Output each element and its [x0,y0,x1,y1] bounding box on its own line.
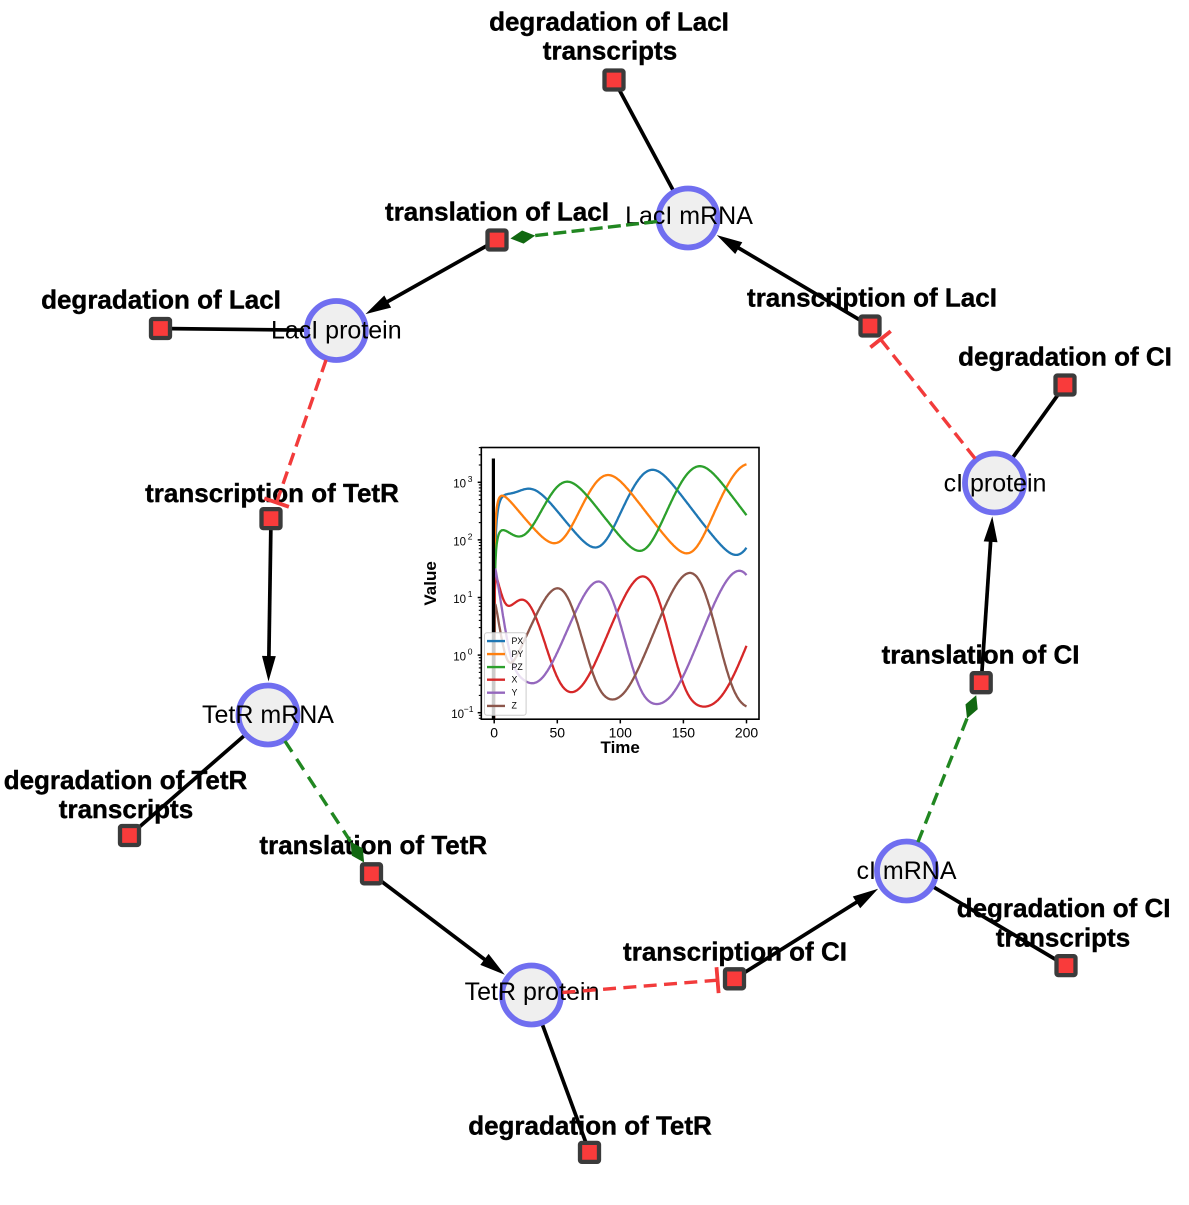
svg-text:transcription of CI: transcription of CI [623,937,847,967]
svg-text:X: X [512,675,518,685]
svg-text:transcripts: transcripts [996,923,1130,953]
svg-text:degradation of TetR: degradation of TetR [468,1110,712,1140]
svg-text:Time: Time [601,738,640,757]
svg-text:LacI protein: LacI protein [271,317,402,345]
svg-text:10: 10 [453,479,466,491]
svg-text:50: 50 [550,725,566,741]
svg-text:200: 200 [735,725,759,741]
svg-text:transcripts: transcripts [59,794,193,824]
svg-text:translation of TetR: translation of TetR [259,830,487,860]
svg-text:degradation of LacI: degradation of LacI [489,6,729,36]
svg-text:Z: Z [512,701,518,711]
svg-text:1: 1 [468,589,473,599]
svg-text:TetR mRNA: TetR mRNA [202,701,334,729]
svg-text:degradation of CI: degradation of CI [958,341,1172,371]
svg-text:translation of LacI: translation of LacI [385,197,609,227]
svg-text:100: 100 [609,725,633,741]
svg-text:10: 10 [453,536,466,548]
svg-text:PY: PY [512,649,524,659]
svg-text:degradation of TetR: degradation of TetR [4,765,248,795]
svg-text:cI mRNA: cI mRNA [857,857,957,885]
svg-text:transcription of LacI: transcription of LacI [747,283,997,313]
svg-text:Value: Value [421,561,440,605]
svg-text:3: 3 [468,474,473,484]
svg-text:10: 10 [451,709,464,721]
svg-text:degradation of CI: degradation of CI [957,893,1171,923]
svg-text:150: 150 [672,725,696,741]
svg-text:transcripts: transcripts [543,35,677,65]
svg-text:TetR protein: TetR protein [465,978,600,1006]
svg-text:PX: PX [512,636,524,646]
svg-text:−1: −1 [464,704,474,714]
svg-text:cI protein: cI protein [944,470,1047,498]
svg-text:LacI mRNA: LacI mRNA [625,202,753,230]
svg-text:degradation of LacI: degradation of LacI [41,284,281,314]
svg-text:2: 2 [468,531,473,541]
svg-text:10: 10 [453,594,466,606]
svg-text:0: 0 [468,647,473,657]
svg-text:transcription of TetR: transcription of TetR [145,478,399,508]
svg-text:translation of CI: translation of CI [882,640,1080,670]
svg-text:0: 0 [490,725,498,741]
svg-text:PZ: PZ [512,662,524,672]
svg-text:Y: Y [512,688,518,698]
svg-text:10: 10 [453,652,466,664]
